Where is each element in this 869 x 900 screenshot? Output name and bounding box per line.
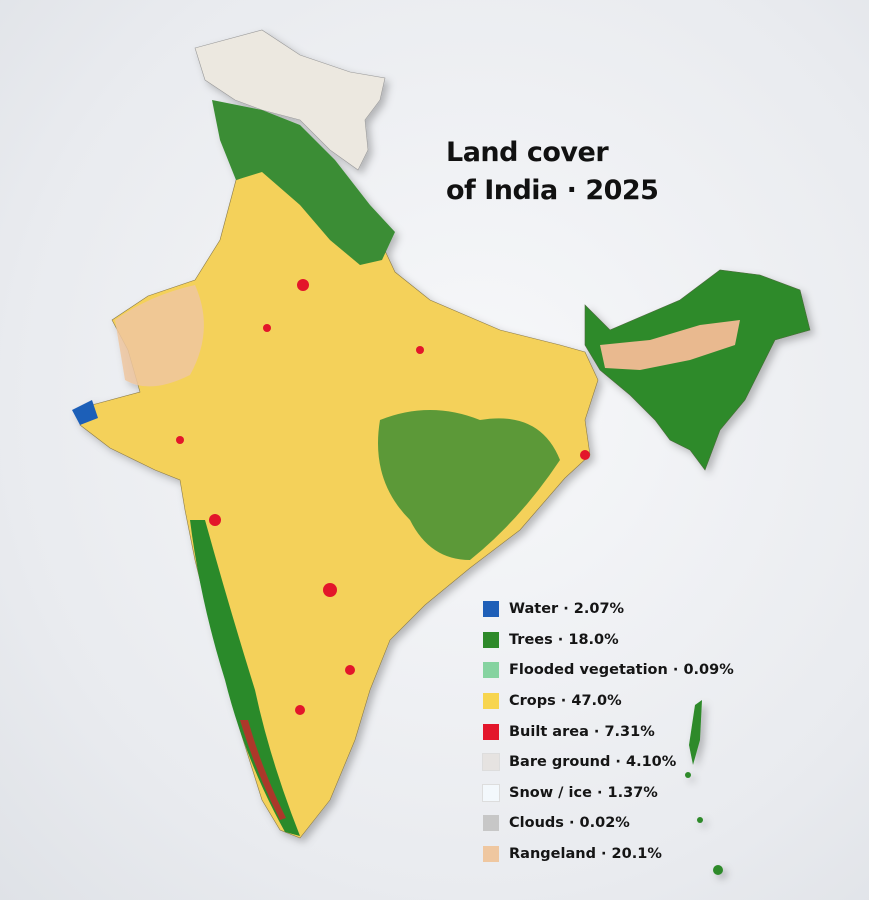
ne-valley [600,320,740,370]
legend-swatch [483,662,499,679]
legend-item: Flooded vegetation · 0.09% [483,655,734,686]
legend-label: Trees · 18.0% [509,631,619,648]
title-line: Land cover [446,137,609,168]
legend-item: Water · 2.07% [483,594,734,625]
legend-item: Snow / ice · 1.37% [482,778,734,809]
legend-swatch [482,783,500,802]
title-line: of India · 2025 [446,175,659,206]
thar-rangeland [115,285,204,387]
western-ghats [190,520,300,836]
legend-swatch [483,815,499,832]
map-title: Land cover of India · 2025 [446,134,659,210]
legend-item: Clouds · 0.02% [483,808,734,839]
legend-item: Built area · 7.31% [483,716,734,747]
legend-label: Flooded vegetation · 0.09% [509,662,734,679]
kashmir [194,29,386,171]
islands [685,700,723,875]
cities [176,279,590,715]
legend-swatch [483,723,499,740]
legend: Water · 2.07% Trees · 18.0% Flooded vegeta… [482,594,734,870]
legend-swatch [482,753,500,772]
legend-label: Bare ground · 4.10% [509,754,677,771]
legend-swatch [483,693,499,710]
gujarat-bay [72,400,98,425]
legend-swatch [483,631,499,648]
legend-item: Trees · 18.0% [483,625,734,656]
himalaya-trees [212,100,395,265]
legend-item: Crops · 47.0% [483,686,734,717]
legend-label: Snow / ice · 1.37% [509,784,658,801]
northeast [584,269,811,471]
legend-item: Rangeland · 20.1% [483,839,734,870]
legend-item: Bare ground · 4.10% [482,747,734,778]
legend-swatch [483,601,499,618]
legend-label: Crops · 47.0% [509,693,622,710]
legend-label: Rangeland · 20.1% [509,846,662,863]
legend-swatch [483,846,499,863]
central-forest [378,410,560,560]
legend-label: Built area · 7.31% [509,723,655,740]
legend-label: Water · 2.07% [509,601,625,618]
legend-label: Clouds · 0.02% [509,815,630,832]
mainland [79,169,599,839]
west-coast-built [240,720,286,820]
